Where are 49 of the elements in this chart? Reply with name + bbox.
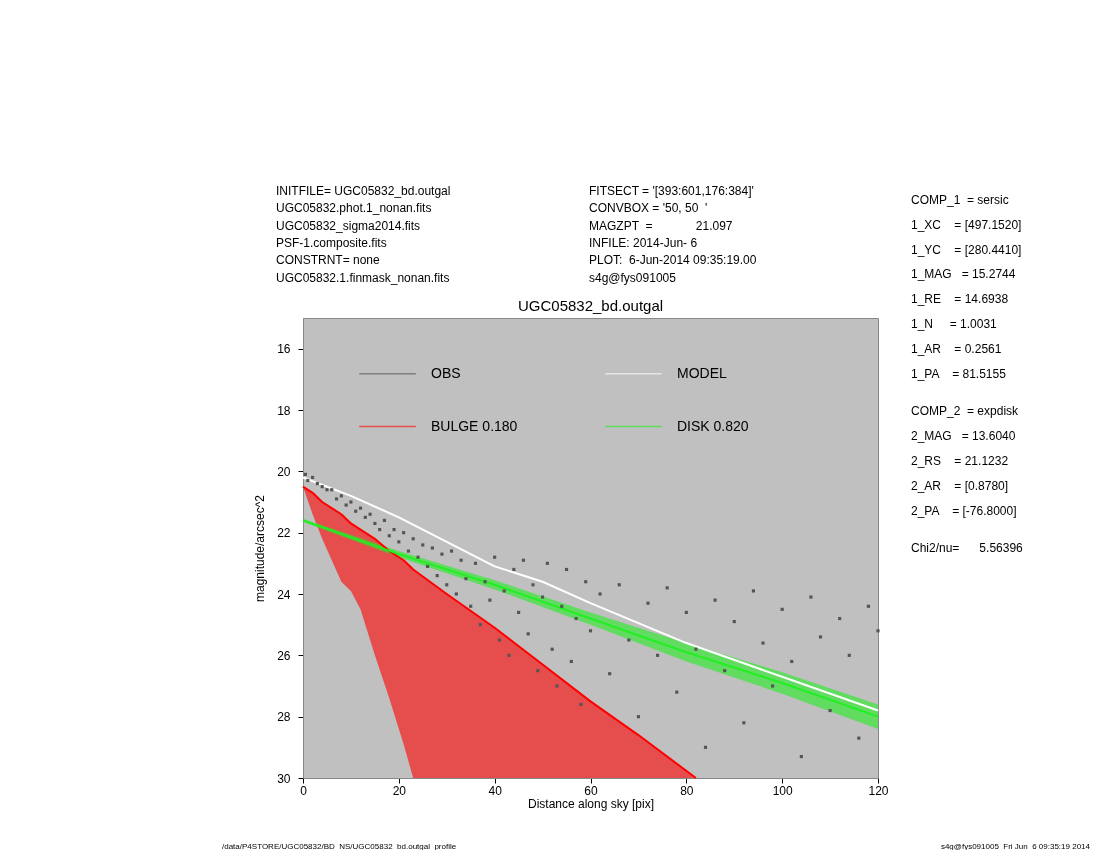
legend-label: BULGE 0.180 xyxy=(431,417,518,434)
text: 2_RS = 21.1232 xyxy=(911,454,1009,468)
y-tick-label: 20 xyxy=(277,464,291,479)
y-axis-title: magnitude/arcsec^2 xyxy=(253,494,268,603)
text: 1_AR = 0.2561 xyxy=(911,341,1002,356)
x-tick-label: 120 xyxy=(868,783,889,798)
text: 2_MAG = 13.6040 xyxy=(911,429,1016,444)
y-tick-label: 22 xyxy=(277,526,291,541)
text: Chi2/nu= 5.56396 xyxy=(911,541,1023,556)
legend-label: MODEL xyxy=(677,364,727,381)
chart-title: UGC05832_bd.outgal xyxy=(517,297,664,314)
y-tick-label: 28 xyxy=(277,710,291,725)
text: PSF-1.composite.fits xyxy=(276,235,387,250)
text: 1_XC = [497.1520] xyxy=(911,217,1022,232)
text: FITSECT = '[393:601,176:384]' xyxy=(589,184,754,198)
text: COMP_1 = sersic xyxy=(911,193,1009,207)
x-tick-label: 0 xyxy=(300,783,308,798)
x-tick-label: 20 xyxy=(392,783,407,798)
legend-label: DISK 0.820 xyxy=(677,417,749,434)
y-tick-label: 30 xyxy=(277,771,291,786)
text: CONVBOX = '50, 50 ' xyxy=(589,201,708,216)
y-tick-label: 24 xyxy=(277,587,291,602)
legend-label: OBS xyxy=(431,364,461,381)
text: 2_AR = [0.8780] xyxy=(911,478,1009,493)
x-tick-label: 80 xyxy=(680,783,694,798)
x-axis-title: Distance along sky [pix] xyxy=(527,796,655,811)
text: 1_MAG = 15.2744 xyxy=(911,267,1016,282)
text: s4g@fys091005 xyxy=(589,270,676,285)
text: INFILE: 2014-Jun- 6 xyxy=(589,235,698,250)
x-tick-label: 100 xyxy=(772,783,793,798)
y-tick-label: 18 xyxy=(277,403,291,418)
x-tick-label: 40 xyxy=(488,783,503,798)
text: PLOT: 6-Jun-2014 09:35:19.00 xyxy=(589,253,757,268)
x-tick-label: 60 xyxy=(584,783,598,798)
text: 2_PA = [-76.8000] xyxy=(911,503,1017,518)
text: UGC05832_sigma2014.fits xyxy=(276,218,421,233)
text: 1_RE = 14.6938 xyxy=(911,292,1009,307)
text: UGC05832.phot.1_nonan.fits xyxy=(276,201,432,216)
text: INITFILE= UGC05832_bd.outgal xyxy=(276,184,451,198)
text: 1_N = 1.0031 xyxy=(911,317,997,331)
text: COMP_2 = expdisk xyxy=(911,404,1019,419)
text: UGC05832.1.finmask_nonan.fits xyxy=(276,270,450,285)
text: 1_PA = 81.5155 xyxy=(911,366,1006,381)
text: 1_YC = [280.4410] xyxy=(911,242,1022,257)
text: s4g@fys091005 Fri Jun 6 09:35:19 2014 xyxy=(940,841,1090,850)
text: MAGZPT = 21.097 xyxy=(589,218,733,233)
y-tick-label: 26 xyxy=(277,648,291,663)
text: CONSTRNT= none xyxy=(276,253,380,268)
y-tick-label: 16 xyxy=(277,342,291,357)
